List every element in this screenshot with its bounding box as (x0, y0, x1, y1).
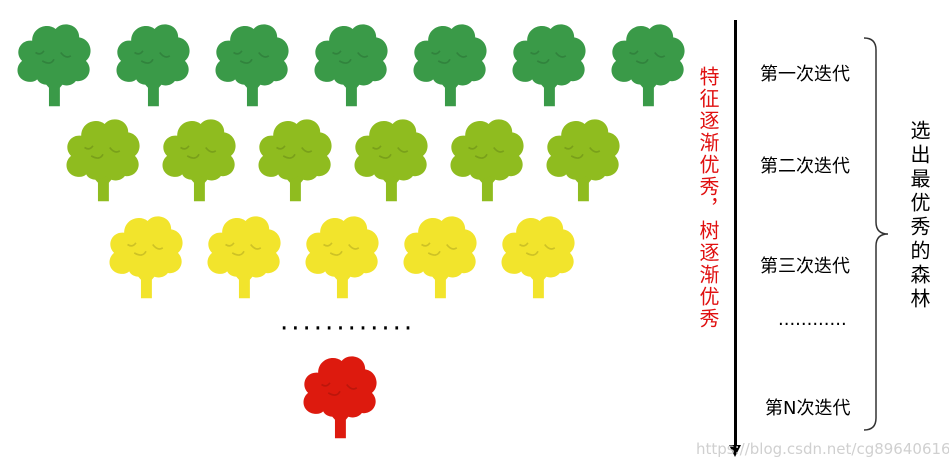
tree-icon (202, 210, 286, 300)
tree-icon (349, 113, 433, 203)
tree-icon (606, 18, 690, 108)
result-caption: 选出最优秀的森林 (907, 120, 931, 312)
tree-icon (300, 210, 384, 300)
feature-caption: 特征逐渐优秀，树逐渐优秀 (696, 66, 720, 330)
tree-icon (104, 210, 188, 300)
tree-icon (12, 18, 96, 108)
tree-icon (298, 350, 382, 440)
iteration-ellipsis: ············ (778, 314, 847, 335)
tree-icon (210, 18, 294, 108)
tree-icon (445, 113, 529, 203)
axis-arrowhead (729, 445, 741, 457)
tree-icon (541, 113, 625, 203)
iteration-axis (734, 20, 737, 448)
iteration-label-3: 第三次迭代 (760, 256, 850, 277)
tree-icon (398, 210, 482, 300)
tree-icon (507, 18, 591, 108)
iteration-label-n: 第N次迭代 (765, 398, 851, 419)
tree-icon (496, 210, 580, 300)
tree-icon (309, 18, 393, 108)
curly-brace (863, 37, 889, 431)
tree-icon (408, 18, 492, 108)
iteration-label-2: 第二次迭代 (760, 156, 850, 177)
tree-icon (253, 113, 337, 203)
iteration-label-1: 第一次迭代 (760, 64, 850, 85)
tree-icon (111, 18, 195, 108)
watermark: https://blog.csdn.net/cg896406166 (696, 440, 949, 458)
tree-icon (157, 113, 241, 203)
tree-icon (61, 113, 145, 203)
ellipsis-row: ············ (280, 314, 416, 344)
